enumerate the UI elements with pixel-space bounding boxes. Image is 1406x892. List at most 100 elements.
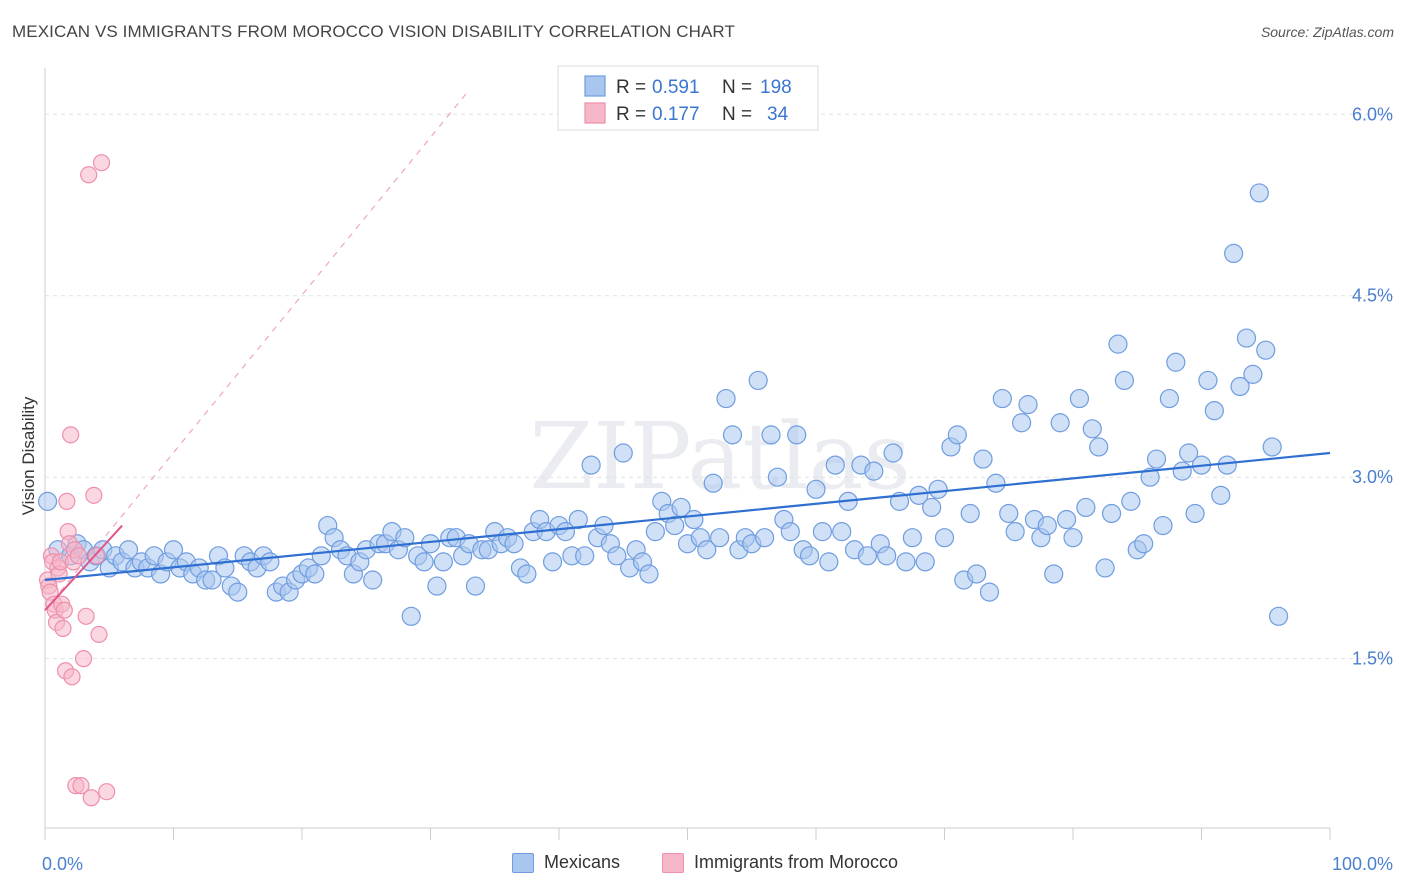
mexicans-point [1230,376,1250,397]
mexicans-point [1166,352,1186,372]
chart-title: MEXICAN VS IMMIGRANTS FROM MOROCCO VISIO… [12,22,735,41]
mexicans-point [1179,443,1199,463]
y-tick-label: 4.5% [1352,286,1393,306]
mexicans-point [1134,534,1154,554]
x-tick-label: 100.0% [1332,854,1393,874]
legend-r-label-2: R = [616,104,646,125]
legend-item-mexicans[interactable]: Mexicans [512,852,620,873]
mexicans-point [607,546,627,566]
mexicans-point [363,570,383,590]
y-tick-labels: 1.5% 3.0% 4.5% 6.0% [1352,104,1393,668]
mexicans-point [947,425,967,445]
morocco-point [87,547,106,565]
mexicans-point [799,546,820,566]
legend-n-value-2: 34 [767,104,789,125]
mexicans-point [311,546,331,566]
mexicans-point [1108,334,1128,354]
mexicans-point [934,528,955,548]
mexicans-point [761,425,781,445]
mexicans-point [1018,395,1038,415]
mexicans-point [979,582,1000,602]
legend-r-value-2: 0.177 [652,104,700,125]
mexicans-point [1185,503,1205,524]
mexicans-point [1005,522,1025,542]
mexicans-point [568,509,588,530]
mexicans-point [395,528,415,548]
mexicans-point [722,425,743,445]
mexicans-point [163,540,184,560]
mexicans-point [1249,183,1269,203]
x-tick-label: 0.0% [42,854,83,874]
morocco-trend-extension [44,89,470,611]
legend-n-label-2: N = [722,104,752,125]
mexicans-point [819,552,839,572]
mexicans-point [613,443,633,463]
mexicans-point [806,479,826,499]
mexicans-point [703,473,723,493]
mexicans-point [922,497,942,518]
mexicans-point [825,455,845,475]
mexicans-point [433,552,453,572]
mexicans-point [1114,370,1135,391]
trend-lines [44,451,1331,611]
mexicans-point [780,522,800,542]
morocco-point [98,783,116,801]
morocco-point [74,650,93,668]
mexicans-point [427,576,447,596]
morocco-swatch [662,852,684,873]
mexicans-point [710,528,730,548]
mexicans-point [665,515,685,536]
morocco-point [90,625,108,644]
morocco-point [72,777,90,795]
legend-r-label-1: R = [616,77,646,98]
mexicans-point [1153,515,1173,536]
legend-item-morocco[interactable]: Immigrants from Morocco [662,852,898,873]
mexicans-point [967,564,987,584]
mexicans-point [118,540,139,560]
mexicans-point [832,522,852,542]
mexicans-point [684,509,704,530]
mexicans-point [902,528,922,548]
mexicans-point [1095,558,1115,578]
mexicans-point [1140,467,1160,487]
mexicans-point [1211,485,1231,505]
mexicans-point [1146,449,1167,469]
mexicans-point [1082,419,1102,439]
mexicans-point [1204,401,1224,421]
mexicans-point [857,546,878,566]
mexicans-point [1069,388,1090,409]
morocco-point [55,601,73,619]
mexicans-point [1056,509,1077,530]
mexicans-point [420,534,441,554]
mexicans-point [504,534,524,554]
mexicans-point [1256,340,1276,360]
legend-swatch-mexicans [584,75,606,97]
morocco-trend-dashed [44,89,470,611]
morocco-point [85,486,103,504]
morocco-trend-line [44,524,123,611]
morocco-point [82,789,100,807]
mexicans-point [517,564,537,584]
mexicans-point [1101,503,1122,524]
mexicans-point [228,582,248,602]
mexicans-swatch [512,852,534,873]
mexicans-point [992,388,1012,409]
mexicans-point [697,540,717,560]
morocco-point [92,154,111,172]
mexicans-point [414,552,434,572]
morocco-point [62,426,80,444]
mexicans-point [716,388,736,409]
mexicans-point [999,503,1019,524]
mexicans-point [864,461,884,481]
mexicans-point [1050,413,1070,433]
mexicans-point [639,564,659,584]
mexicans-point [1198,370,1218,391]
mexicans-point [202,570,222,590]
mexicans-point [1044,564,1064,584]
mexicans-point [877,546,897,566]
mexicans-point [1243,364,1263,384]
mexicans-point [37,491,58,511]
mexicans-point [883,443,903,463]
mexicans-point [1224,243,1244,264]
mexicans-point [1121,491,1141,511]
